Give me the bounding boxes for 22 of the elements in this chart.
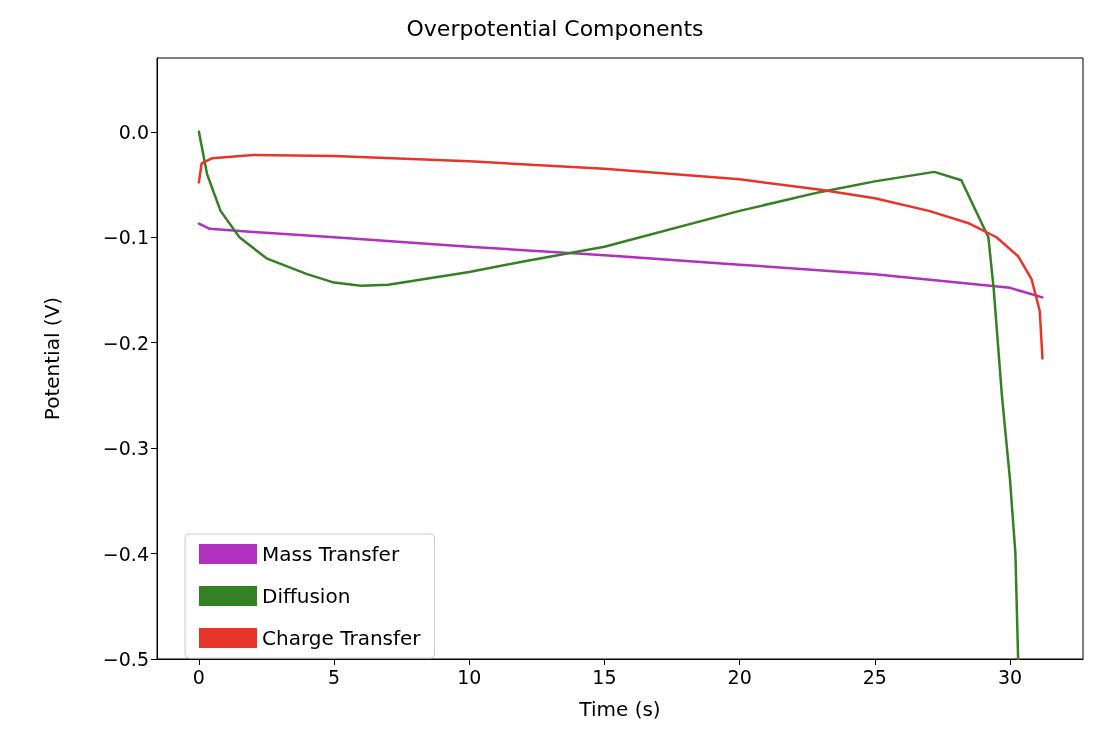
x-tick-label: 20 xyxy=(727,665,752,688)
y-tick-label: −0.5 xyxy=(102,648,149,670)
y-axis-title: Potential (V) xyxy=(40,296,64,421)
x-tick-label: 10 xyxy=(457,665,482,688)
y-tick-label: 0.0 xyxy=(118,120,149,143)
line-series xyxy=(197,130,1020,661)
x-tick-label: 0 xyxy=(192,665,205,688)
x-tick-label: 25 xyxy=(862,665,887,688)
x-axis-title: Time (s) xyxy=(578,697,661,721)
x-tick-label: 15 xyxy=(592,665,617,688)
y-tick-label: −0.2 xyxy=(102,331,149,354)
legend-label: Mass Transfer xyxy=(262,542,400,566)
x-tick-label: 5 xyxy=(328,665,341,688)
chart-title: Overpotential Components xyxy=(406,15,704,41)
line-series xyxy=(197,222,1044,299)
legend-label: Diffusion xyxy=(262,584,351,608)
line-series xyxy=(197,153,1044,360)
y-tick-label: −0.1 xyxy=(102,226,149,249)
y-tick-label: −0.4 xyxy=(102,542,149,565)
x-tick-label: 30 xyxy=(997,665,1023,688)
y-tick-label: −0.3 xyxy=(102,437,149,460)
legend-label: Charge Transfer xyxy=(262,626,422,650)
